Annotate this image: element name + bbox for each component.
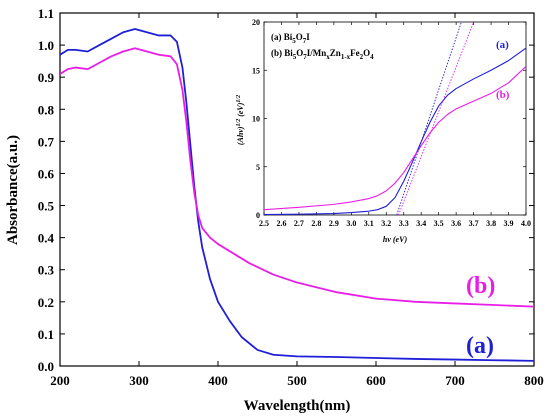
main-y-tick-label: 1.0 xyxy=(38,38,54,53)
main-series-b xyxy=(60,47,534,308)
main-y-tick-label: 0.1 xyxy=(38,327,54,342)
main-y-tick-label: 1.1 xyxy=(38,6,54,21)
inset-label-b: (b) xyxy=(496,89,510,101)
main-y-tick-label: 0.7 xyxy=(38,134,55,149)
main-y-tick-label: 0.8 xyxy=(38,102,55,117)
inset-x-tick-label: 3.6 xyxy=(451,219,461,228)
inset-x-tick-label: 4.0 xyxy=(521,219,531,228)
inset-series xyxy=(264,22,526,215)
main-y-tick-label: 0.9 xyxy=(38,70,55,85)
main-y-tick-label: 0.4 xyxy=(38,231,55,246)
inset-x-tick-label: 3.4 xyxy=(416,219,426,228)
inset-x-tick-label: 3.2 xyxy=(381,219,391,228)
inset-y-axis-title-exp: 1/2 xyxy=(236,119,242,127)
inset-ticks: 2.5 2.6 2.7 2.8 2.9 3.0 3.1 3.2 3.3 3.4 3.5 3.6 3.7 3… xyxy=(252,18,531,228)
main-x-tick-label: 500 xyxy=(287,373,307,388)
main-y-axis-title: Absorbance(a.u.) xyxy=(5,135,21,245)
main-plot: 200 300 400 500 600 700 8000.00.10.20.30.40.50… xyxy=(5,6,544,414)
legend-entry-a: (a) Bi5O7I xyxy=(271,32,310,45)
inset-y-axis-title-base: Ahv) xyxy=(236,126,245,143)
main-y-tick-label: 0.5 xyxy=(38,199,55,214)
inset-x-tick-label: 3.9 xyxy=(504,219,514,228)
main-label-b: (b) xyxy=(466,273,495,299)
inset-y-axis-title-unit-exp: 1/2 xyxy=(236,95,242,103)
inset-x-tick-label: 2.9 xyxy=(329,219,339,228)
inset-y-tick-label: 5 xyxy=(256,163,260,172)
inset-legend: (a) Bi5O7I (b) Bi5O7I/MnxZn1-xFe2O4 xyxy=(271,32,374,61)
inset-series-a-fit xyxy=(396,22,462,215)
main-series xyxy=(60,28,534,362)
inset-y-axis-title: (Ahv)1/2 (eV)1/2 xyxy=(236,95,245,145)
main-x-tick-label: 600 xyxy=(366,373,386,388)
inset-x-tick-label: 2.6 xyxy=(276,219,286,228)
main-ticks: 200 300 400 500 600 700 8000.00.10.20.30.40.50… xyxy=(38,6,544,388)
inset-x-tick-label: 3.7 xyxy=(469,219,479,228)
main-y-tick-label: 0.6 xyxy=(38,166,55,181)
main-x-tick-label: 200 xyxy=(50,373,70,388)
main-x-tick-label: 400 xyxy=(208,373,228,388)
main-x-tick-label: 700 xyxy=(445,373,465,388)
inset-plot: 2.5 2.6 2.7 2.8 2.9 3.0 3.1 3.2 3.3 3.4 3.5 3.6 3.7 3… xyxy=(236,18,531,244)
main-x-axis-title: Wavelength(nm) xyxy=(244,398,351,414)
inset-x-tick-label: 3.8 xyxy=(486,219,496,228)
inset-y-tick-label: 20 xyxy=(252,18,260,27)
inset-x-tick-label: 3.1 xyxy=(364,219,374,228)
main-x-tick-label: 300 xyxy=(129,373,149,388)
inset-x-tick-label: 3.5 xyxy=(434,219,444,228)
inset-x-tick-label: 2.5 xyxy=(259,219,269,228)
inset-y-tick-label: 10 xyxy=(252,115,260,124)
inset-series-a xyxy=(264,47,526,215)
inset-x-axis-title: hv (eV) xyxy=(383,235,408,244)
inset-series-b xyxy=(264,65,526,211)
inset-x-tick-label: 3.3 xyxy=(399,219,409,228)
inset-background xyxy=(264,22,526,215)
inset-x-tick-label: 2.8 xyxy=(311,219,321,228)
inset-y-axis-title-unit: (eV) xyxy=(236,102,245,119)
inset-y-tick-label: 15 xyxy=(252,66,260,75)
inset-y-tick-label: 0 xyxy=(256,211,260,220)
main-label-a: (a) xyxy=(466,333,494,359)
main-y-tick-label: 0.2 xyxy=(38,295,54,310)
main-y-tick-label: 0.3 xyxy=(38,263,55,278)
legend-entry-b: (b) Bi5O7I/MnxZn1-xFe2O4 xyxy=(271,48,374,61)
inset-x-tick-label: 2.7 xyxy=(294,219,304,228)
inset-x-tick-label: 3.0 xyxy=(346,219,356,228)
main-x-tick-label: 800 xyxy=(524,373,544,388)
inset-label-a: (a) xyxy=(496,39,509,51)
main-y-tick-label: 0.0 xyxy=(38,359,54,374)
